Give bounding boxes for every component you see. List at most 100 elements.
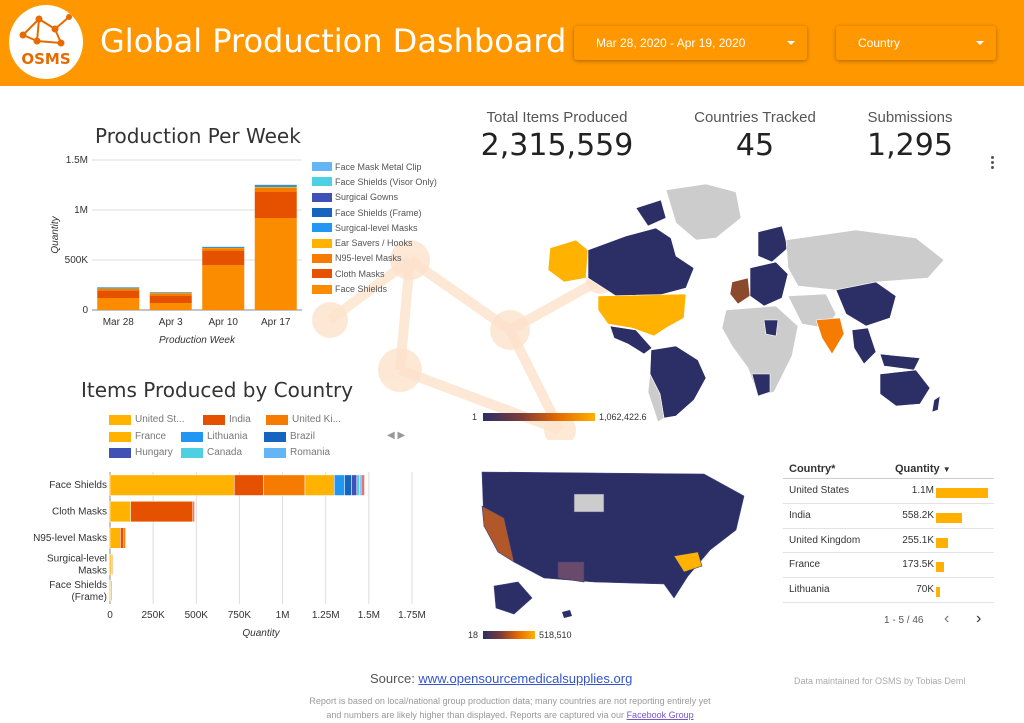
facebook-group-link[interactable]: Facebook Group <box>626 710 694 720</box>
legend-item: United St... <box>109 414 184 425</box>
bar-segment[interactable] <box>149 296 192 303</box>
world-scale-min: 1 <box>472 412 478 422</box>
bar-segment[interactable] <box>110 580 112 602</box>
bar-segment[interactable] <box>254 186 297 187</box>
bar-segment[interactable] <box>97 288 140 289</box>
map-region <box>635 199 667 227</box>
table-row[interactable]: France 173.5K <box>783 553 994 579</box>
bar-segment[interactable] <box>234 474 264 496</box>
more-options-icon[interactable] <box>990 156 996 171</box>
us-map[interactable] <box>474 466 760 628</box>
quantity-cell: 558.2K <box>902 509 934 521</box>
quantity-bar <box>936 587 940 598</box>
map-region <box>609 325 653 355</box>
map-region <box>763 319 779 337</box>
country-production-chart: Quantity 0 250K 500K 750K 1M 1.25M 1.5M 1.75M Fa… <box>33 472 426 639</box>
bar-segment[interactable] <box>202 265 245 310</box>
col-country-header[interactable]: Country* <box>789 463 836 475</box>
legend-pagination[interactable]: ◀ ▶ <box>387 430 406 441</box>
source-link[interactable]: www.opensourcemedicalsupplies.org <box>418 671 633 686</box>
map-region <box>647 372 665 423</box>
bar-segment[interactable] <box>149 303 192 310</box>
map-region <box>757 225 789 263</box>
kpi-value: 2,315,559 <box>480 128 634 163</box>
bar-segment[interactable] <box>97 291 140 298</box>
kpi-value: 45 <box>735 128 775 163</box>
kpi-label: Total Items Produced <box>486 109 628 126</box>
map-region <box>835 281 897 327</box>
legend-item: India <box>203 414 251 425</box>
bar-segment[interactable] <box>111 553 113 575</box>
y-tick: 1.5M <box>66 155 88 166</box>
next-page-button[interactable]: › <box>976 610 982 627</box>
legend-item: N95-level Masks <box>312 251 437 266</box>
legend-item: Ear Savers / Hooks <box>312 235 437 250</box>
map-region <box>879 353 921 371</box>
bar-segment[interactable] <box>192 501 195 523</box>
bar-segment[interactable] <box>254 218 297 310</box>
bar-segment[interactable] <box>254 185 297 187</box>
bar-segment[interactable] <box>344 474 352 496</box>
bar-segment[interactable] <box>123 527 126 549</box>
bar-segment[interactable] <box>263 474 306 496</box>
legend-item: Surgical Gowns <box>312 190 437 205</box>
weekly-x-label: Production Week <box>159 335 236 346</box>
chevron-down-icon <box>787 41 795 45</box>
bar-segment[interactable] <box>109 501 131 523</box>
bar-segment[interactable] <box>97 289 140 291</box>
bar-segment[interactable] <box>149 293 192 294</box>
bar-segment[interactable] <box>202 247 245 249</box>
legend-item: France <box>109 431 166 442</box>
bar-segment[interactable] <box>351 474 358 496</box>
col-quantity-header[interactable]: Quantity ▼ <box>895 463 951 475</box>
bar-segment[interactable] <box>149 293 192 297</box>
osms-logo: OSMS <box>9 5 83 79</box>
map-region <box>673 551 703 573</box>
quantity-bar <box>936 537 948 548</box>
date-range-selector[interactable]: Mar 28, 2020 - Apr 19, 2020 <box>574 26 807 60</box>
legend-item: Face Shields <box>312 281 437 296</box>
bar-segment[interactable] <box>334 474 345 496</box>
legend-item: Canada <box>181 447 242 458</box>
kpi-value: 1,295 <box>867 128 953 163</box>
country-table: Country* Quantity ▼ United States 1.1M Ind… <box>783 457 994 603</box>
bar-segment[interactable] <box>97 298 140 310</box>
bar-segment[interactable] <box>202 248 245 249</box>
kpi-label: Submissions <box>867 109 953 126</box>
bar-segment[interactable] <box>97 288 140 290</box>
country-filter[interactable]: Country <box>836 26 996 60</box>
network-logo-icon <box>19 14 72 47</box>
x-tick: 250K <box>141 610 165 621</box>
legend-item: Brazil <box>264 431 315 442</box>
map-region <box>751 373 771 397</box>
table-row[interactable]: United States 1.1M <box>783 479 994 504</box>
bar-segment[interactable] <box>356 474 360 496</box>
bar-segment[interactable] <box>130 501 194 523</box>
bar-segment[interactable] <box>359 474 362 496</box>
bar-segment[interactable] <box>202 248 245 252</box>
us-scale-min: 18 <box>468 630 479 640</box>
us-scale-max: 518,510 <box>539 630 572 640</box>
table-row[interactable]: India 558.2K <box>783 504 994 529</box>
prev-page-button[interactable]: ‹ <box>944 610 950 627</box>
bar-segment[interactable] <box>304 474 335 496</box>
bar-segment[interactable] <box>254 192 297 218</box>
bar-segment[interactable] <box>254 188 297 192</box>
table-row[interactable]: United Kingdom 255.1K <box>783 529 994 554</box>
footer-source: Source: www.opensourcemedicalsupplies.or… <box>370 671 633 686</box>
bar-segment[interactable] <box>202 251 245 265</box>
table-row[interactable]: Lithuania 70K <box>783 578 994 603</box>
bar-segment[interactable] <box>109 474 235 496</box>
world-map[interactable] <box>536 178 948 428</box>
map-region <box>721 305 799 397</box>
bar-segment[interactable] <box>120 527 125 549</box>
footer-note: Report is based on local/national group … <box>309 696 711 720</box>
country-cell: India <box>789 509 811 521</box>
map-region <box>785 229 945 291</box>
bar-segment[interactable] <box>109 527 121 549</box>
map-region <box>665 183 742 241</box>
bar-segment[interactable] <box>360 474 365 496</box>
bar-segment[interactable] <box>254 187 297 188</box>
legend-item: Face Shields (Frame) <box>312 205 437 220</box>
bar-segment[interactable] <box>109 553 112 575</box>
